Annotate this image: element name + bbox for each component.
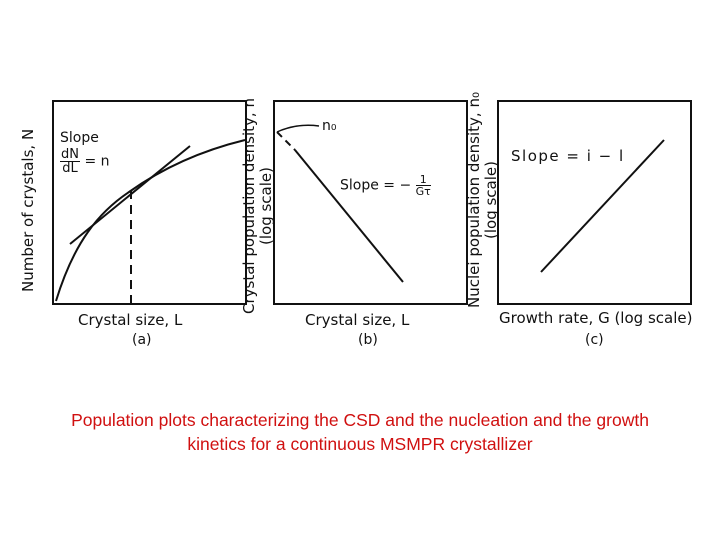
panel-b-n0-pointer — [276, 124, 320, 133]
panel-a-y-axis-label: Number of crystals, N — [19, 128, 37, 292]
panel-b-y-axis-label: Crystal population density, n (log scale… — [240, 86, 275, 326]
panel-b-subfigure-label: (b) — [358, 332, 378, 348]
panel-c-growth-line — [540, 139, 665, 273]
panel-b-n0-label: n₀ — [322, 118, 337, 134]
panel-a-plot: Slope dN dL = n — [52, 100, 247, 305]
panel-b-slope-numerator: 1 — [415, 174, 431, 186]
panel-b-slope-denominator: Gτ — [415, 185, 431, 198]
panel-c-y-axis-label: Nuclei population density, n₀ (log scale… — [465, 80, 500, 320]
panel-b-y-axis-label-line1: Crystal population density, n — [240, 98, 258, 314]
panel-c-y-axis-label-line1: Nuclei population density, n₀ — [465, 92, 483, 308]
panel-b-slope-annotation: Slope = − 1 Gτ — [340, 174, 431, 197]
panel-a-x-axis-label: Crystal size, L — [78, 311, 183, 329]
panel-b-graph — [276, 124, 404, 283]
panel-a-graph — [55, 139, 246, 303]
panel-b-dashed-extrapolation — [276, 131, 296, 151]
panel-a-slope-denominator: dL — [62, 161, 78, 176]
figure-caption: Population plots characterizing the CSD … — [71, 410, 649, 454]
panel-a-slope-annotation: Slope dN dL = n — [60, 130, 110, 175]
panel-a-subfigure-label: (a) — [132, 332, 152, 348]
panel-c-graph — [540, 139, 665, 273]
panel-b-slope-fraction: 1 Gτ — [415, 174, 431, 198]
panel-a-slope-fraction: dN dL — [60, 148, 80, 175]
panel-b-slope-word: Slope = − — [340, 177, 412, 194]
panel-b-x-axis-label: Crystal size, L — [305, 311, 410, 329]
panel-c-x-axis-label: Growth rate, G (log scale) — [499, 309, 693, 327]
panel-c-plot: Slope = i − l — [497, 100, 692, 305]
panel-b-plot: n₀ Slope = − 1 Gτ — [273, 100, 468, 305]
panel-c-slope-label: Slope = i − l — [511, 147, 625, 165]
panel-a-slope-equals: = n — [84, 153, 110, 170]
panel-a-slope-numerator: dN — [60, 147, 80, 162]
panel-a-curve — [55, 139, 246, 302]
panel-b-decay-line — [294, 149, 404, 283]
panel-c-subfigure-label: (c) — [585, 332, 604, 348]
panel-a-slope-word: Slope — [60, 130, 99, 146]
